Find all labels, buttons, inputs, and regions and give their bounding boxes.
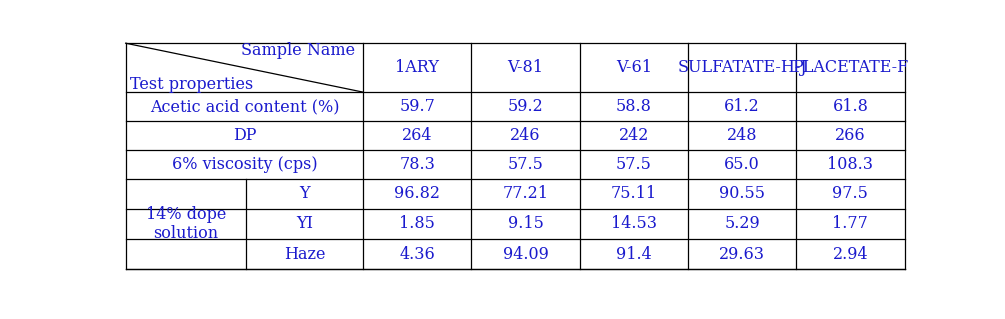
Text: 90.55: 90.55 [720, 185, 765, 202]
Text: DP: DP [232, 127, 256, 144]
Text: 58.8: 58.8 [616, 98, 652, 115]
Text: 108.3: 108.3 [827, 156, 873, 173]
Text: 1ARY: 1ARY [395, 59, 439, 76]
Text: 14% dope
solution: 14% dope solution [146, 206, 226, 242]
Text: Y: Y [299, 185, 311, 202]
Text: 75.11: 75.11 [611, 185, 657, 202]
Text: 61.8: 61.8 [832, 98, 868, 115]
Text: 96.82: 96.82 [394, 185, 440, 202]
Text: 264: 264 [402, 127, 432, 144]
Text: 1.77: 1.77 [832, 215, 868, 233]
Text: Test properties: Test properties [130, 76, 253, 93]
Text: 14.53: 14.53 [611, 215, 657, 233]
Text: 2.94: 2.94 [832, 246, 868, 263]
Text: 242: 242 [619, 127, 649, 144]
Text: 5.29: 5.29 [725, 215, 760, 233]
Text: Haze: Haze [284, 246, 326, 263]
Text: 4.36: 4.36 [399, 246, 435, 263]
Text: V-61: V-61 [616, 59, 652, 76]
Text: V-81: V-81 [508, 59, 544, 76]
Text: 1.85: 1.85 [399, 215, 435, 233]
Text: 29.63: 29.63 [720, 246, 765, 263]
Text: YI: YI [296, 215, 314, 233]
Text: SULFATATE-H-J: SULFATATE-H-J [677, 59, 807, 76]
Text: 91.4: 91.4 [616, 246, 651, 263]
Text: 65.0: 65.0 [725, 156, 760, 173]
Text: Acetic acid content (%): Acetic acid content (%) [150, 98, 339, 115]
Text: Sample Name: Sample Name [241, 42, 356, 59]
Text: 94.09: 94.09 [502, 246, 549, 263]
Text: 248: 248 [727, 127, 758, 144]
Text: 57.5: 57.5 [508, 156, 544, 173]
Text: 59.7: 59.7 [399, 98, 435, 115]
Text: 266: 266 [835, 127, 865, 144]
Text: 57.5: 57.5 [616, 156, 652, 173]
Text: 6% viscosity (cps): 6% viscosity (cps) [172, 156, 318, 173]
Text: 9.15: 9.15 [508, 215, 544, 233]
Text: 59.2: 59.2 [508, 98, 544, 115]
Text: 61.2: 61.2 [725, 98, 760, 115]
Text: 246: 246 [511, 127, 541, 144]
Text: PLACETATE-F: PLACETATE-F [792, 59, 909, 76]
Text: 97.5: 97.5 [832, 185, 868, 202]
Text: 77.21: 77.21 [502, 185, 549, 202]
Text: 78.3: 78.3 [399, 156, 435, 173]
